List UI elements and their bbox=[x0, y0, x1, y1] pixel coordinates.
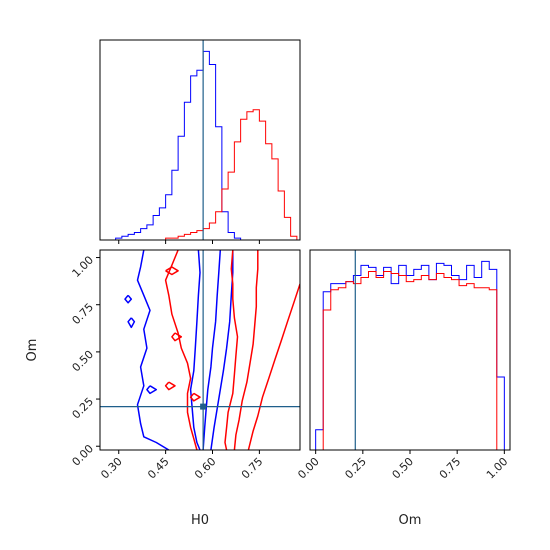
joint-truth-marker bbox=[200, 403, 207, 410]
om-marginal-frame bbox=[309, 249, 511, 451]
joint-series-2-contour-2 bbox=[224, 250, 239, 450]
joint-series-1-contour-7 bbox=[146, 385, 158, 395]
joint-series-1-contour-3 bbox=[202, 250, 222, 450]
h0-marginal-panel bbox=[99, 39, 301, 244]
joint-series-1-contour-6 bbox=[127, 317, 136, 329]
om-marginal-x-axis-label: Om bbox=[399, 513, 422, 528]
joint-series-2-contour-3 bbox=[233, 250, 259, 450]
joint-frame bbox=[99, 249, 301, 451]
joint-series-2-contour-7 bbox=[164, 381, 176, 391]
joint-contours bbox=[124, 250, 300, 450]
joint-series-2-contour-4 bbox=[247, 283, 300, 450]
joint-series-1-contour-5 bbox=[124, 294, 133, 304]
joint-series-1-contour-2 bbox=[189, 250, 201, 450]
om-histogram-series-2 bbox=[315, 270, 505, 451]
joint-x-axis-label: H0 bbox=[191, 513, 209, 528]
h0-marginal-frame bbox=[99, 39, 301, 241]
joint-series-2-contour-5 bbox=[165, 266, 179, 276]
joint-series-2-contour-6 bbox=[171, 332, 183, 342]
joint-series-2-contour-8 bbox=[189, 392, 201, 402]
joint-series-2-contour-1 bbox=[164, 250, 198, 450]
joint-y-axis-label: Om bbox=[25, 339, 40, 362]
joint-series-1-contour-1 bbox=[136, 250, 170, 450]
